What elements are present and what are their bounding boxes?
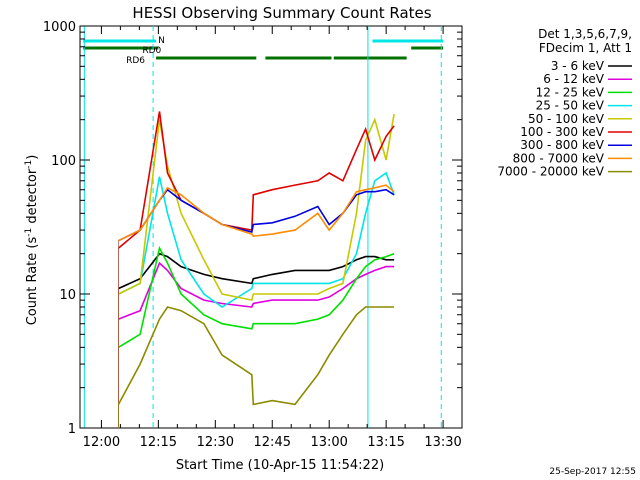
legend-header-line-2: FDecim 1, Att 1 [539,41,632,55]
footer-date: 25-Sep-2017 12:55 [549,467,636,477]
y-axis-label-mid: detector [25,168,40,228]
legend-label-7: 800 - 7000 keV [513,151,605,165]
legend-label-5: 100 - 300 keV [520,125,604,139]
x-tick-label: 12:45 [254,435,291,450]
series-line-4 [118,113,395,302]
series-line-3 [118,171,395,308]
legend-label-2: 12 - 25 keV [536,85,605,99]
x-tick-label: 13:00 [310,435,347,450]
x-tick-label: 12:00 [83,435,120,450]
series-line-2 [118,245,395,348]
x-tick-label: 12:30 [197,435,234,450]
plot-border [79,25,463,429]
legend-label-1: 6 - 12 keV [543,72,605,86]
legend-label-4: 50 - 100 keV [528,112,605,126]
series-line-0 [118,252,395,290]
legend: Det 1,3,5,6,7,9, FDecim 1, Att 1 3 - 6 k… [497,27,632,179]
series-line-6 [118,188,395,242]
y-axis-label-end: ) [25,155,40,160]
axes-layer: 12:00 12:15 12:30 12:45 13:00 13:15 13:30 1 10 10… [43,20,462,450]
flag-label-n: N [158,36,165,46]
x-axis-label: Start Time (10-Apr-15 11:54:22) [176,458,384,473]
plot-frame [79,25,463,429]
legend-header-line-1: Det 1,3,5,6,7,9, [538,27,632,41]
series-line-5 [117,111,395,249]
y-tick-label: 1 [68,422,76,437]
x-tick-label: 13:15 [367,435,404,450]
y-axis-label-main: Count Rate (s [25,237,40,326]
series-line-1 [118,261,395,320]
x-tick-label: 13:30 [424,435,461,450]
y-tick-label: 100 [51,154,76,169]
y-tick-label: 10 [59,288,76,303]
series-line-8 [117,306,395,406]
legend-label-0: 3 - 6 keV [551,59,605,73]
y-axis-label-sup1: -1 [24,228,34,237]
vlines-layer [83,26,442,428]
legend-label-6: 300 - 800 keV [520,138,604,152]
legend-label-8: 7000 - 20000 keV [497,165,604,179]
y-axis-label-sup2: -1 [24,160,34,169]
flag-label-rd0: RD0 [142,46,161,56]
series-layer [117,111,395,428]
legend-label-3: 25 - 50 keV [536,99,605,113]
y-axis-label-group: Count Rate (s-1 detector-1) [24,155,40,326]
y-axis-label: Count Rate (s-1 detector-1) [24,155,40,326]
chart-title: HESSI Observing Summary Count Rates [132,4,431,22]
flag-label-rd6: RD6 [126,56,145,66]
series-line-7 [118,184,395,242]
x-tick-label: 12:15 [140,435,177,450]
y-tick-label: 1000 [43,20,76,35]
